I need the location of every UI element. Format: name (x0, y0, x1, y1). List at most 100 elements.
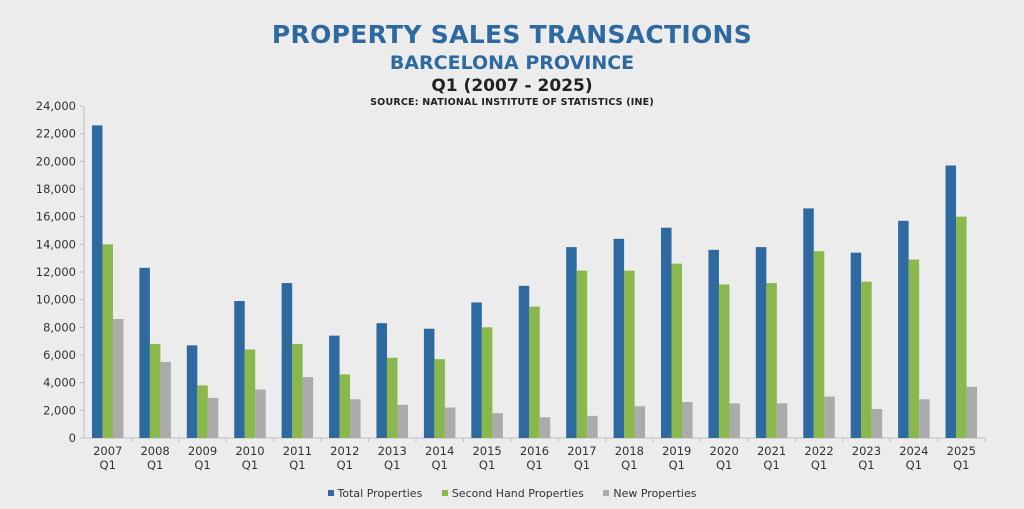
bar-new (682, 402, 693, 438)
bar-new (397, 404, 408, 438)
x-tick-label-year: 2024 (899, 444, 928, 458)
bar-total (281, 283, 293, 438)
bar-second-hand (102, 244, 113, 438)
x-tick-label-year: 2014 (425, 444, 454, 458)
x-tick-label-quarter: Q1 (242, 458, 258, 472)
bar-new (824, 396, 835, 438)
y-tick-label: 2,000 (43, 403, 76, 417)
bar-second-hand (481, 327, 493, 438)
x-tick-label-year: 2016 (520, 444, 549, 458)
bar-new (587, 415, 598, 438)
bar-second-hand (244, 349, 256, 438)
bar-new (302, 377, 314, 438)
bar-total (139, 267, 150, 438)
bar-total (898, 220, 909, 438)
x-tick-label-quarter: Q1 (574, 458, 590, 472)
x-tick-label-quarter: Q1 (621, 458, 637, 472)
bar-total (471, 302, 482, 438)
legend-swatch-second-hand (441, 490, 448, 496)
bar-new (112, 319, 124, 438)
chart-legend: Total Properties Second Hand Properties … (0, 487, 1024, 500)
chart-subtitle-region: BARCELONA PROVINCE (389, 52, 635, 74)
bar-second-hand (766, 283, 777, 438)
y-tick-label: 4,000 (43, 376, 76, 390)
x-tick-label-year: 2007 (93, 444, 122, 458)
x-tick-label-quarter: Q1 (763, 458, 779, 472)
bar-total (91, 125, 103, 438)
bar-second-hand (292, 343, 303, 438)
bar-second-hand (529, 306, 540, 438)
y-tick-label: 0 (69, 431, 76, 445)
bar-second-hand (671, 263, 683, 438)
bar-total (234, 301, 245, 438)
legend-label-second-hand: Second Hand Properties (451, 487, 584, 500)
x-tick-label-year: 2020 (710, 444, 739, 458)
legend-label-new: New Properties (613, 487, 697, 500)
x-tick-label-year: 2009 (188, 444, 217, 458)
legend-swatch-total (327, 490, 334, 496)
x-tick-label-quarter: Q1 (100, 458, 116, 472)
x-tick-label-quarter: Q1 (811, 458, 827, 472)
bar-second-hand (956, 216, 967, 438)
bar-total (329, 335, 340, 438)
bar-new (160, 361, 171, 438)
x-tick-label-quarter: Q1 (431, 458, 447, 472)
legend-swatch-new (603, 490, 610, 496)
x-tick-label-quarter: Q1 (526, 458, 542, 472)
x-tick-label-year: 2023 (852, 444, 881, 458)
bar-new (919, 399, 930, 438)
bar-new (966, 386, 978, 438)
bar-new (444, 407, 456, 438)
bar-total (755, 247, 767, 438)
x-tick-label-quarter: Q1 (337, 458, 353, 472)
x-tick-label-year: 2017 (567, 444, 596, 458)
x-tick-label-year: 2021 (757, 444, 786, 458)
bar-new (539, 417, 551, 438)
bar-second-hand (386, 357, 398, 438)
bar-total (661, 227, 672, 438)
x-tick-label-quarter: Q1 (479, 458, 495, 472)
bar-total (566, 247, 577, 438)
bar-total (186, 345, 198, 438)
bar-second-hand (434, 359, 445, 438)
bar-new (729, 403, 740, 438)
y-tick-label: 20,000 (36, 154, 76, 168)
bar-total (613, 238, 625, 438)
bar-total (376, 323, 387, 438)
bar-second-hand (718, 284, 730, 438)
x-tick-label-year: 2011 (283, 444, 312, 458)
y-tick-label: 14,000 (36, 237, 76, 251)
x-tick-label-quarter: Q1 (953, 458, 969, 472)
bar-total (803, 208, 814, 438)
bar-new (634, 406, 646, 438)
bar-total (850, 252, 862, 438)
bar-new (492, 413, 503, 438)
bar-second-hand (149, 343, 161, 438)
bar-total (945, 165, 957, 438)
y-tick-label: 12,000 (36, 265, 76, 279)
y-tick-label: 24,000 (36, 99, 76, 113)
x-tick-label-year: 2022 (804, 444, 833, 458)
bar-total (708, 249, 719, 438)
x-tick-label-quarter: Q1 (858, 458, 874, 472)
bar-new (207, 397, 219, 438)
x-tick-label-year: 2025 (947, 444, 976, 458)
x-tick-label-year: 2010 (235, 444, 264, 458)
bar-total (518, 285, 530, 438)
bar-second-hand (861, 281, 872, 438)
y-tick-label: 6,000 (43, 348, 76, 362)
bar-second-hand (813, 251, 825, 438)
y-tick-label: 18,000 (36, 182, 76, 196)
bar-second-hand (624, 270, 635, 438)
legend-item-second-hand: Second Hand Properties (441, 487, 584, 500)
bar-second-hand (908, 259, 920, 438)
legend-label-total: Total Properties (337, 487, 423, 500)
x-tick-label-quarter: Q1 (384, 458, 400, 472)
x-tick-label-quarter: Q1 (906, 458, 922, 472)
x-tick-label-quarter: Q1 (289, 458, 305, 472)
x-tick-label-year: 2008 (140, 444, 169, 458)
x-tick-label-year: 2018 (615, 444, 644, 458)
bar-second-hand (339, 374, 351, 438)
